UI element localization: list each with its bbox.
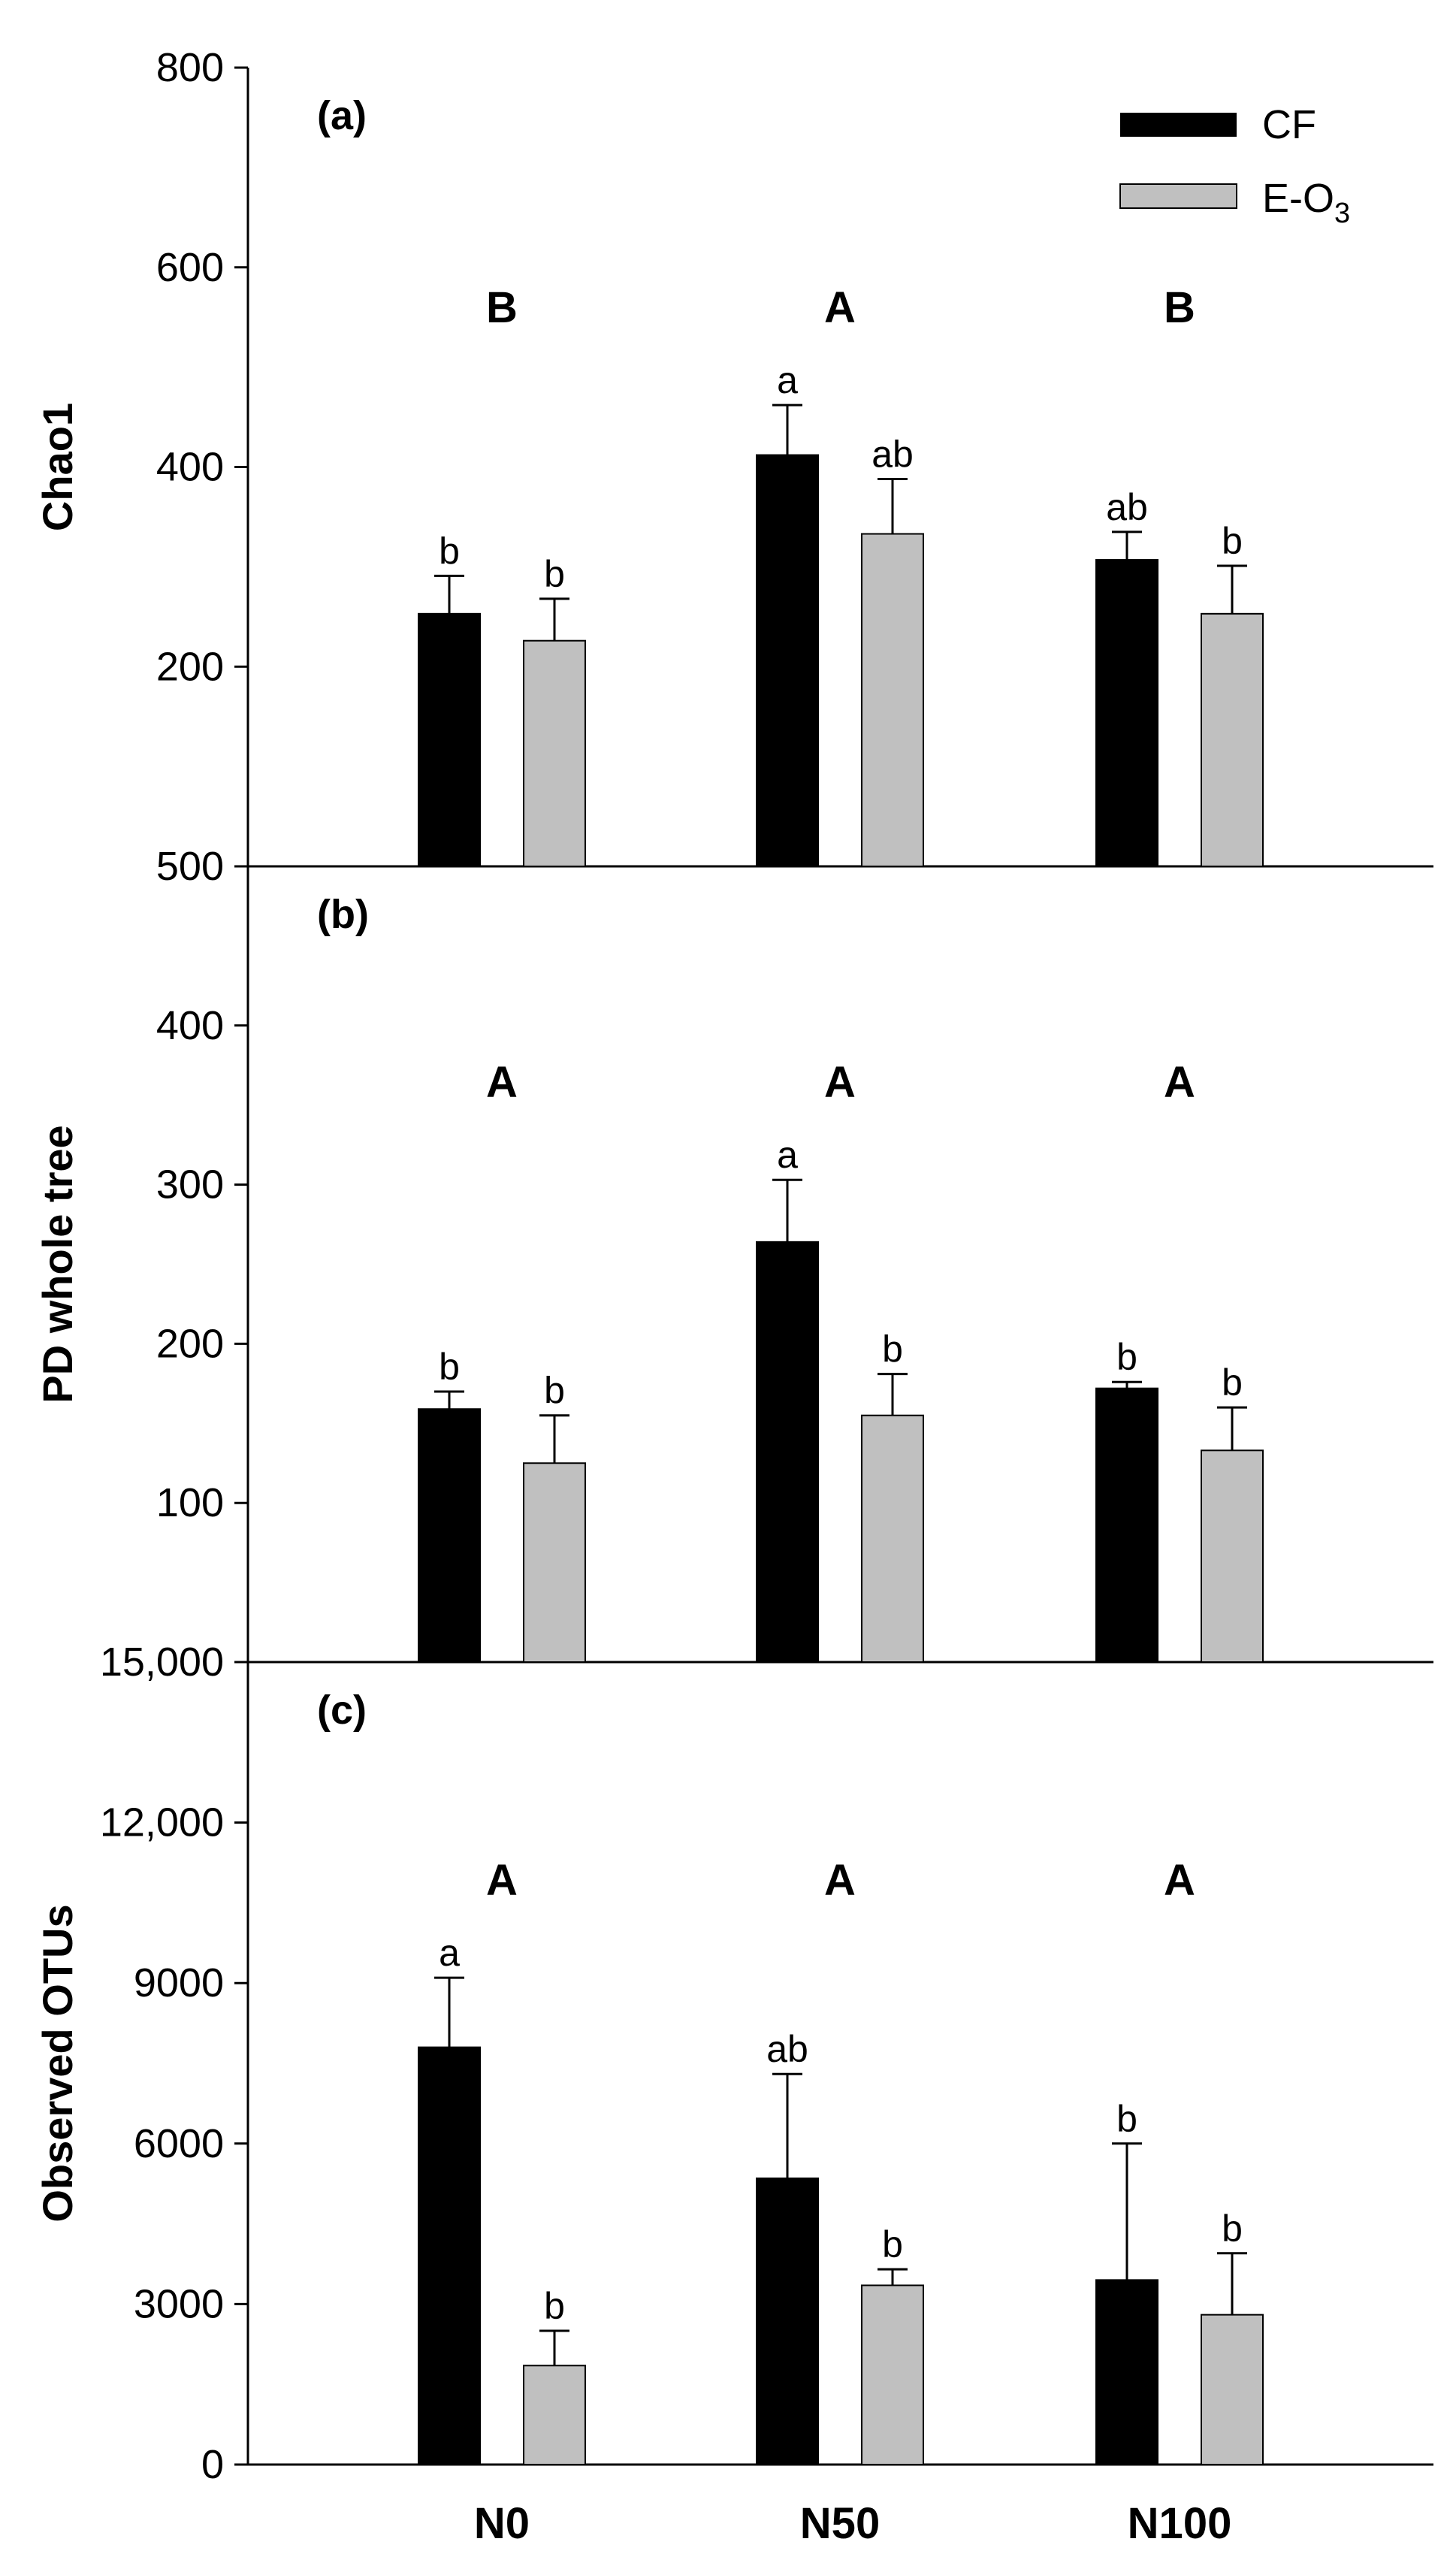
significance-letter: b [439,1346,460,1388]
bar [756,1241,819,1663]
group-letter: A [824,1058,856,1107]
bar [861,533,924,867]
significance-letter: a [777,1134,798,1176]
bar [523,2365,586,2466]
y-tick-label: 12,000 [100,1800,224,1845]
panel-1: 100 200 300 400 500 PD whole tree (b) b a b b b b A A A [34,844,1433,1664]
group-letter: B [1164,283,1195,332]
significance-letter: b [1222,1362,1243,1404]
group-letter: A [824,1856,856,1905]
legend-swatch-eo3 [1119,183,1237,209]
group-letter: A [486,1856,518,1905]
group-letter: A [824,283,856,332]
bar [861,1414,924,1663]
y-tick-label: 400 [156,1003,224,1048]
significance-letter: b [1116,1336,1137,1378]
y-tick-label: 500 [156,844,224,889]
legend-label-cf: CF [1262,102,1316,147]
significance-letter: b [439,530,460,572]
panel-tag: (c) [317,1688,367,1733]
panel-0: 200 400 600 800 Chao1 (a) b a ab b ab b B A B [34,45,1433,868]
bar [756,2178,819,2466]
y-tick-label: 3000 [134,2281,224,2326]
significance-letter: b [1116,2098,1137,2140]
legend-swatch-cf [1120,113,1237,137]
significance-letter: b [544,553,565,595]
category-axis-labels: N0 N50 N100 [474,2499,1231,2548]
legend-label-eo3: E-O3 [1262,176,1350,229]
group-letter: A [1164,1058,1195,1107]
x-category-label: N0 [474,2499,530,2548]
y-tick-label: 800 [156,45,224,90]
bar [1201,612,1264,867]
significance-letter: ab [766,2028,808,2070]
significance-letter: b [882,2223,903,2265]
panel-tag: (a) [317,93,367,138]
group-letter: A [1164,1856,1195,1905]
y-tick-label: 400 [156,445,224,490]
bar [418,2046,481,2465]
group-letter: B [486,283,518,332]
bar [418,1408,481,1664]
significance-letter: b [1222,2208,1243,2250]
y-axis-title: Observed OTUs [34,1904,81,2222]
y-tick-label: 600 [156,245,224,290]
bar [861,2284,924,2465]
y-tick-label: 0 [201,2442,224,2487]
bar [1095,2279,1158,2466]
y-tick-label: 9000 [134,1960,224,2005]
legend-label-eo3-subscript: 3 [1334,198,1350,229]
significance-letter: a [439,1932,460,1974]
x-category-label: N50 [800,2499,880,2548]
panel-2: 0 3000 6000 9000 12,000 15,000 Observed OTUs (c… [34,1640,1433,2487]
x-category-label: N100 [1128,2499,1232,2548]
bar [756,454,819,867]
significance-letter: b [1222,520,1243,562]
bar [1201,2314,1264,2465]
bar [523,639,586,867]
bar [1095,559,1158,867]
y-tick-label: 300 [156,1162,224,1207]
bar [523,1462,586,1663]
y-axis-title: PD whole tree [34,1125,81,1403]
significance-letter: ab [1106,486,1148,528]
significance-letter: b [544,2285,565,2327]
y-tick-label: 200 [156,644,224,689]
panel-tag: (b) [317,892,369,937]
y-tick-label: 200 [156,1321,224,1366]
y-axis-title: Chao1 [34,403,81,531]
legend: CF E-O3 [1119,102,1350,229]
legend-label-eo3-main: E-O [1262,176,1334,221]
bar [418,612,481,867]
significance-letter: ab [871,433,914,475]
significance-letter: a [777,359,798,401]
group-letter: A [486,1058,518,1107]
bar [1095,1387,1158,1663]
significance-letter: b [544,1370,565,1412]
significance-letter: b [882,1328,903,1371]
y-tick-label: 100 [156,1480,224,1525]
y-tick-label: 6000 [134,2121,224,2166]
y-tick-label: 15,000 [100,1640,224,1685]
bar [1201,1449,1264,1664]
